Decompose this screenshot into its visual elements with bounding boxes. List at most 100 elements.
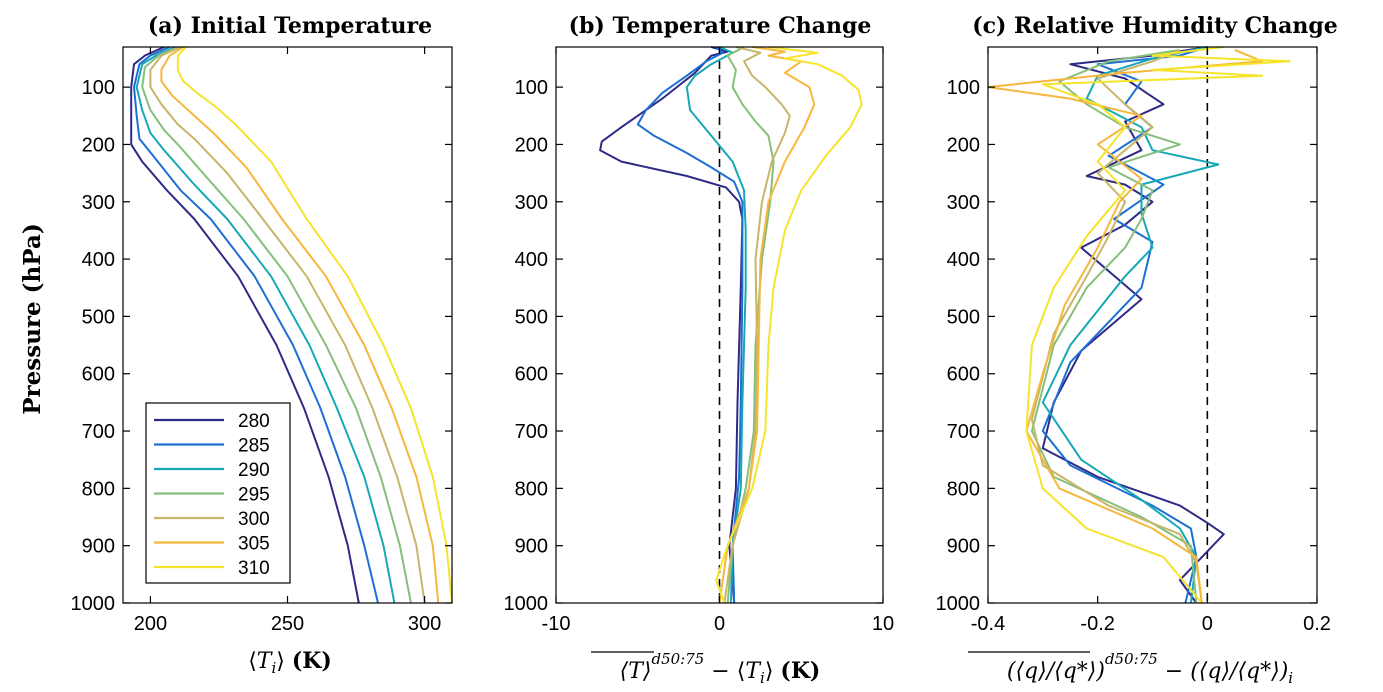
x-tick-label: 300 <box>408 613 441 635</box>
series-line-295 <box>141 46 412 604</box>
y-tick-label: 600 <box>947 364 980 386</box>
panel-b-frame <box>555 46 884 604</box>
x-label-c-superscript: d50:75 <box>1105 650 1158 668</box>
x-tick-label: 0 <box>714 613 725 635</box>
y-tick-label: 600 <box>82 364 115 386</box>
y-tick-label: 900 <box>947 536 980 558</box>
legend-label-295: 295 <box>238 485 270 506</box>
x-label-b-symbol: T <box>745 659 762 684</box>
series-line-290 <box>685 46 747 604</box>
x-tick-label: -0.2 <box>1080 613 1114 635</box>
y-tick-label: 1000 <box>504 593 549 615</box>
panel-a-series <box>130 46 453 604</box>
x-tick-label: -0.4 <box>971 613 1005 635</box>
x-label-a-subscript: i <box>271 659 276 677</box>
panel-a-frame <box>122 46 453 604</box>
x-label-b-unit: (K) <box>780 658 820 684</box>
legend-label-305: 305 <box>238 534 270 555</box>
y-tick-label: 800 <box>947 478 980 500</box>
legend-label-285: 285 <box>238 436 270 457</box>
panel-c-frame <box>987 46 1318 604</box>
panel-a: 100 200 300 400 500 600 700 800 900 1000 200 250 300 <box>71 46 453 635</box>
y-tick-label: 500 <box>82 306 115 328</box>
y-tick-label: 900 <box>515 536 548 558</box>
y-tick-label: 400 <box>515 249 548 271</box>
panel-b-series <box>599 46 863 604</box>
legend: 280 285 290 295 300 305 310 <box>145 402 291 584</box>
x-tick-label: 0 <box>1202 613 1213 635</box>
y-tick-label: 700 <box>82 421 115 443</box>
series-line-310 <box>1025 46 1291 604</box>
y-tick-label: 300 <box>947 192 980 214</box>
x-tick-label: 0.2 <box>1303 613 1331 635</box>
series-line-285 <box>1041 46 1208 604</box>
y-tick-label: 800 <box>82 478 115 500</box>
series-line-310 <box>176 46 453 604</box>
panel-a-x-label: ⟨Ti⟩ (K) <box>248 648 332 677</box>
x-tick-label: 200 <box>134 613 167 635</box>
series-line-290 <box>135 46 396 604</box>
series-line-280 <box>1041 46 1225 604</box>
x-label-b-mean: ⟨T⟩ <box>620 659 652 684</box>
x-label-b-subscript: i <box>760 669 765 687</box>
series-line-300 <box>149 46 426 604</box>
y-tick-label: 300 <box>82 192 115 214</box>
x-label-a-symbol: T <box>257 649 274 674</box>
series-line-290 <box>1041 46 1220 604</box>
x-label-a-open: ⟨ <box>248 649 257 674</box>
x-label-b-close: ⟩ <box>765 659 781 684</box>
series-line-310 <box>715 46 863 604</box>
series-line-280 <box>599 46 744 604</box>
panel-b: 100 200 300 400 500 600 700 800 900 1000-10 0 10 <box>504 46 894 635</box>
x-label-b-superscript: d50:75 <box>651 650 704 668</box>
y-tick-label: 800 <box>515 478 548 500</box>
x-label-c-subscript: i <box>1288 669 1293 687</box>
x-label-a-close: ⟩ <box>276 649 292 674</box>
y-tick-label: 200 <box>82 134 115 156</box>
panel-b-x-label: ⟨T⟩d50:75 − ⟨Ti⟩ (K) <box>620 650 821 687</box>
x-tick-label: 10 <box>872 613 894 635</box>
y-tick-label: 500 <box>515 306 548 328</box>
x-tick-label: -10 <box>542 613 571 635</box>
x-label-a-unit: (K) <box>292 648 332 674</box>
y-tick-label: 200 <box>947 134 980 156</box>
legend-label-280: 280 <box>238 411 270 432</box>
x-label-b-minus: − ⟨ <box>704 659 745 684</box>
panel-c-series <box>987 46 1291 604</box>
panel-c-title: (c) Relative Humidity Change <box>972 13 1338 39</box>
y-tick-label: 700 <box>515 421 548 443</box>
series-line-305 <box>987 48 1264 604</box>
series-line-295 <box>726 46 775 604</box>
panel-a-title: (a) Initial Temperature <box>148 13 432 39</box>
series-line-280 <box>130 46 360 604</box>
y-tick-label: 1000 <box>936 593 981 615</box>
series-line-300 <box>1030 48 1203 604</box>
y-tick-label: 100 <box>947 77 980 99</box>
y-tick-label: 500 <box>947 306 980 328</box>
series-line-285 <box>133 46 379 604</box>
panel-c-x-label: (⟨q⟩/⟨q*⟩)d50:75 − (⟨q⟩/⟨q*⟩)i <box>1007 650 1293 687</box>
x-tick-label: 250 <box>271 613 304 635</box>
panel-b-ticks: 100 200 300 400 500 600 700 800 900 1000-10 0 10 <box>504 47 894 635</box>
y-tick-label: 100 <box>82 77 115 99</box>
y-tick-label: 700 <box>947 421 980 443</box>
series-line-305 <box>160 46 440 604</box>
y-tick-label: 400 <box>82 249 115 271</box>
y-tick-label: 400 <box>947 249 980 271</box>
y-tick-label: 200 <box>515 134 548 156</box>
series-line-305 <box>718 46 816 604</box>
legend-label-310: 310 <box>238 558 270 579</box>
y-tick-label: 100 <box>515 77 548 99</box>
legend-label-300: 300 <box>238 509 270 530</box>
y-tick-label: 600 <box>515 364 548 386</box>
y-tick-label: 900 <box>82 536 115 558</box>
y-axis-label: Pressure (hPa) <box>19 223 46 415</box>
panel-b-title: (b) Temperature Change <box>569 13 872 39</box>
panel-c: 100 200 300 400 500 600 700 800 900 1000-0.4 -0.2 0… <box>936 46 1331 635</box>
panel-a-ticks: 100 200 300 400 500 600 700 800 900 1000 200 250 300 <box>71 47 452 635</box>
legend-label-290: 290 <box>238 460 270 481</box>
y-tick-label: 300 <box>515 192 548 214</box>
x-label-c-minus: − (⟨q⟩/⟨q*⟩) <box>1158 659 1289 684</box>
series-line-285 <box>636 46 744 604</box>
